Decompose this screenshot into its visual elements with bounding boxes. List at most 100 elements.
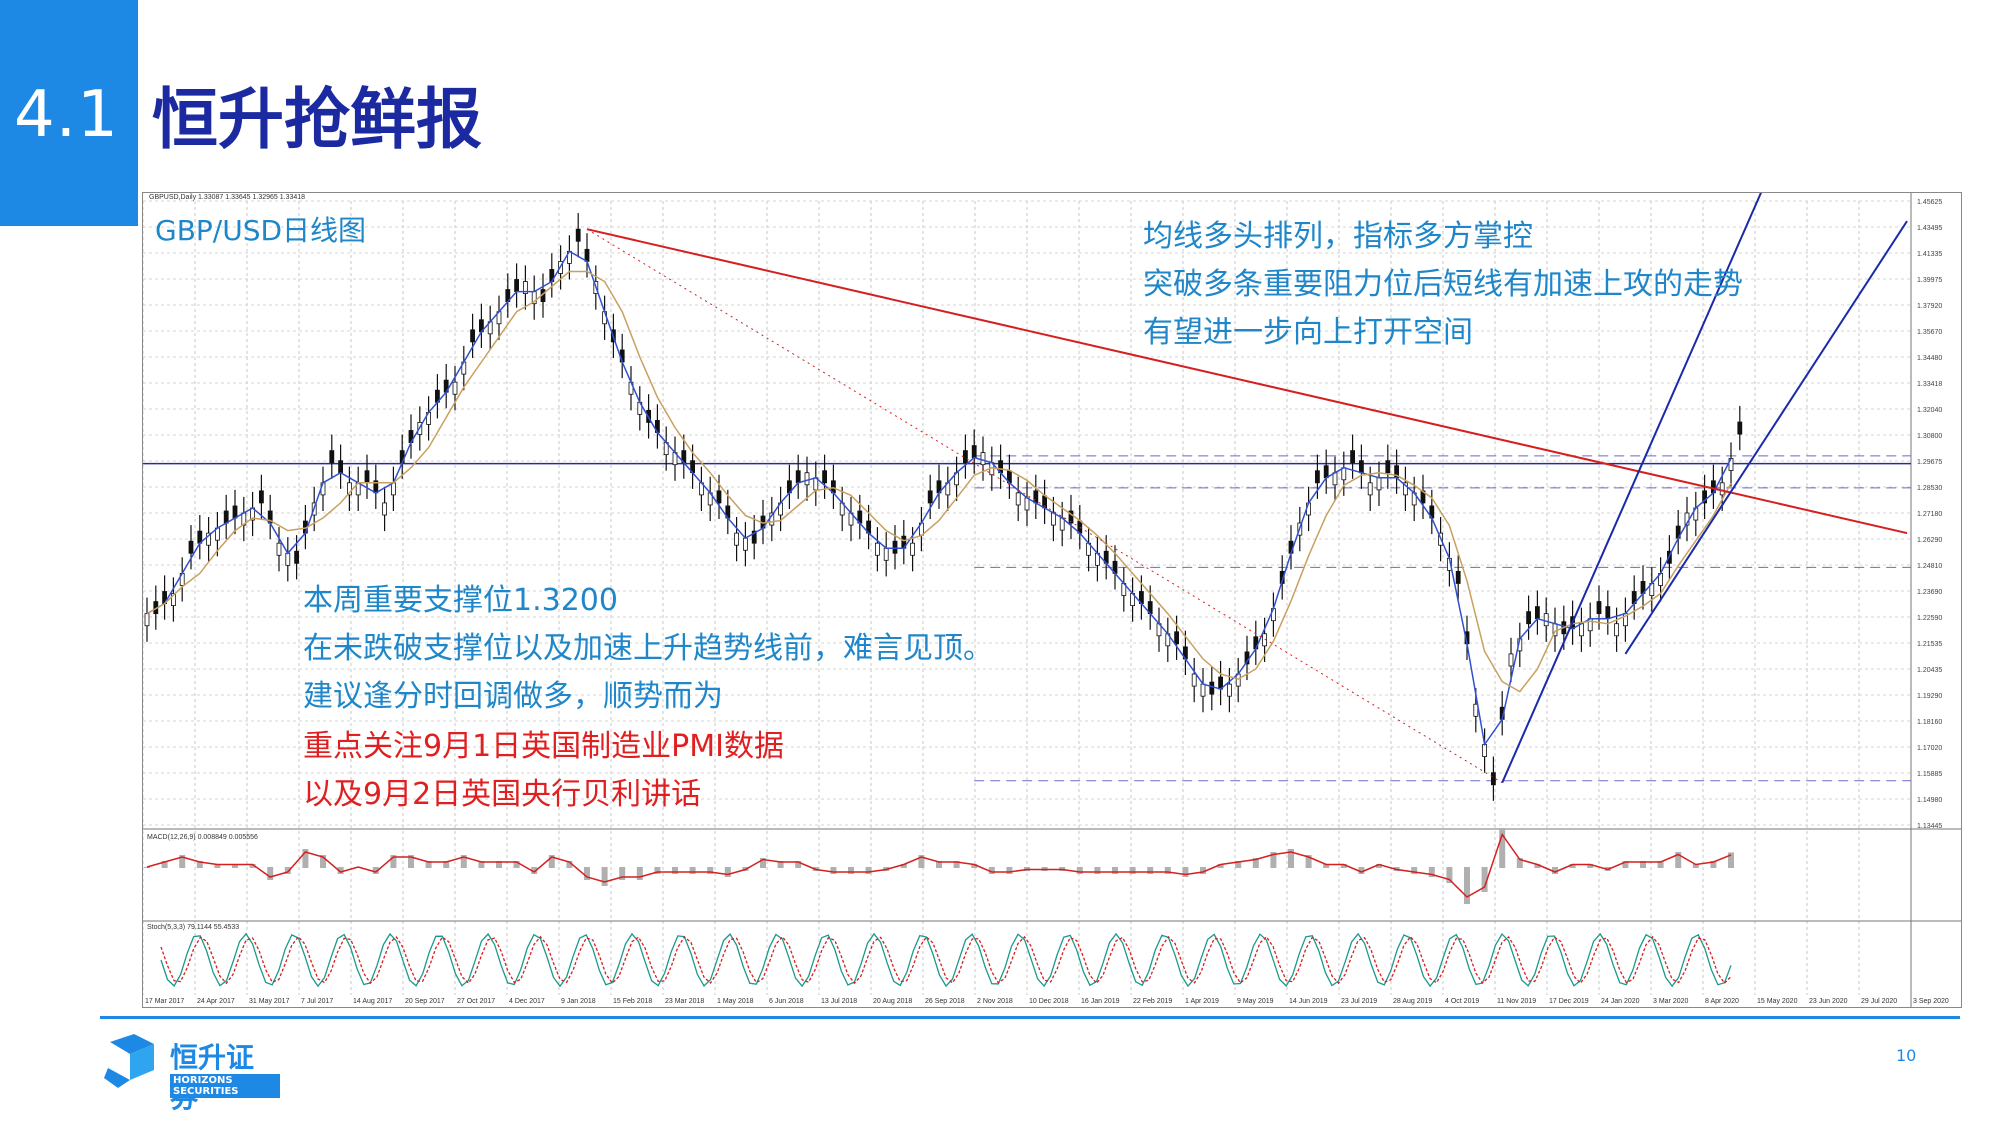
macd-histogram-bar bbox=[337, 867, 344, 874]
price-candle-body bbox=[971, 445, 977, 459]
logo-mark-icon bbox=[104, 1034, 154, 1088]
x-tick-label: 11 Nov 2019 bbox=[1497, 998, 1536, 1005]
price-candle-body bbox=[514, 279, 520, 292]
price-candle-body bbox=[1068, 510, 1074, 524]
price-candle-body bbox=[1728, 458, 1734, 471]
ma-slow-line bbox=[146, 270, 1732, 693]
macd-histogram-bar bbox=[1481, 867, 1488, 892]
macd-histogram-bar bbox=[1076, 867, 1083, 874]
macd-histogram-bar bbox=[1182, 867, 1189, 877]
macd-histogram-bar bbox=[760, 858, 766, 868]
macd-histogram-bar bbox=[179, 855, 186, 868]
price-candle-body bbox=[584, 248, 590, 262]
macd-histogram-bar bbox=[443, 861, 450, 868]
x-tick-label: 3 Mar 2020 bbox=[1653, 998, 1689, 1005]
page-number: 10 bbox=[1896, 1046, 1917, 1065]
price-candle-body bbox=[1482, 744, 1487, 757]
x-tick-label: 3 Sep 2020 bbox=[1913, 998, 1949, 1005]
x-tick-label: 1 May 2018 bbox=[717, 998, 754, 1005]
company-logo: 恒升证券 HORIZONS SECURITIES bbox=[100, 1030, 280, 1114]
macd-histogram-bar bbox=[232, 864, 238, 868]
annotation-focus-line-2: 以及9月2日英国央行贝利讲话 bbox=[303, 777, 702, 812]
x-tick-label: 17 Dec 2019 bbox=[1549, 998, 1589, 1005]
annotation-support-line-3: 建议逢分时回调做多，顺势而为 bbox=[303, 679, 723, 714]
price-candle-body bbox=[1526, 611, 1531, 625]
macd-histogram-bar bbox=[1217, 864, 1224, 868]
macd-histogram-bar bbox=[1622, 861, 1629, 868]
macd-histogram-bar bbox=[584, 867, 590, 880]
macd-histogram-bar bbox=[1411, 867, 1418, 874]
chart-panel: 1.45625 1.43495 1.41335 1.39975 1.37920 1.356… bbox=[142, 192, 1962, 1008]
price-candle-body bbox=[963, 450, 968, 464]
price-candle-body bbox=[980, 452, 986, 466]
price-candle-body bbox=[875, 542, 880, 556]
macd-histogram-bar bbox=[1376, 864, 1382, 868]
macd-histogram-bar bbox=[724, 867, 731, 877]
stoch-d-line bbox=[160, 935, 1732, 985]
y-tick-label: 1.39975 bbox=[1917, 277, 1942, 284]
price-candle-body bbox=[1403, 482, 1408, 496]
price-candle-body bbox=[452, 381, 458, 395]
macd-histogram-bar bbox=[900, 864, 907, 868]
x-tick-label: 4 Oct 2019 bbox=[1445, 998, 1479, 1005]
macd-histogram-bar bbox=[478, 861, 485, 868]
x-tick-label: 9 Jan 2018 bbox=[561, 998, 596, 1005]
x-tick-label: 23 Jul 2019 bbox=[1341, 998, 1377, 1005]
y-tick-label: 1.19290 bbox=[1917, 693, 1942, 700]
macd-histogram-bar bbox=[1252, 858, 1259, 868]
macd-histogram-bar bbox=[1534, 864, 1541, 868]
price-candle-body bbox=[346, 482, 352, 496]
x-tick-label: 4 Dec 2017 bbox=[509, 998, 545, 1005]
price-candle-body bbox=[1323, 465, 1329, 479]
footer-divider bbox=[100, 1016, 1960, 1019]
price-candle-body bbox=[883, 547, 889, 561]
macd-histogram-bar bbox=[513, 861, 520, 868]
price-candle-body bbox=[1191, 673, 1197, 687]
macd-histogram-bar bbox=[460, 855, 467, 868]
price-candle-body bbox=[1209, 681, 1215, 695]
price-candle-body bbox=[1385, 460, 1391, 474]
y-tick-label: 1.17020 bbox=[1917, 745, 1942, 752]
macd-histogram-bar bbox=[654, 867, 661, 874]
macd-histogram-bar bbox=[1235, 861, 1242, 868]
x-tick-label: 20 Aug 2018 bbox=[873, 998, 912, 1005]
x-tick-label: 17 Mar 2017 bbox=[145, 998, 184, 1005]
y-tick-label: 1.22590 bbox=[1917, 615, 1942, 622]
price-candle-body bbox=[390, 482, 396, 496]
price-candle-body bbox=[1262, 633, 1267, 647]
price-candle-body bbox=[734, 532, 739, 546]
trend-line-dotted bbox=[586, 228, 1503, 784]
macd-histogram-bar bbox=[1129, 867, 1136, 874]
macd-histogram-bar bbox=[267, 867, 274, 880]
price-candle-body bbox=[1315, 470, 1320, 484]
y-tick-label: 1.33418 bbox=[1917, 381, 1942, 388]
x-tick-label: 14 Aug 2017 bbox=[353, 998, 392, 1005]
macd-histogram-bar bbox=[865, 867, 872, 874]
price-candle-body bbox=[910, 542, 915, 556]
annotation-top-line-3: 有望进一步向上打开空间 bbox=[1143, 315, 1473, 350]
price-candle-body bbox=[1702, 490, 1707, 504]
price-candle-body bbox=[575, 228, 581, 242]
macd-histogram-bar bbox=[1164, 867, 1171, 874]
macd-histogram-bar bbox=[1270, 852, 1277, 868]
annotation-support-line-1: 本周重要支撑位1.3200 bbox=[303, 583, 618, 618]
y-tick-label: 1.26290 bbox=[1917, 537, 1942, 544]
price-candle-body bbox=[804, 472, 810, 486]
x-tick-label: 16 Jan 2019 bbox=[1081, 998, 1120, 1005]
price-candle-body bbox=[1024, 497, 1030, 511]
macd-histogram-bar bbox=[1006, 867, 1013, 874]
macd-histogram-bar bbox=[1305, 855, 1312, 868]
price-candle-body bbox=[329, 450, 335, 464]
price-candle-body bbox=[522, 281, 528, 294]
macd-histogram-bar bbox=[918, 855, 925, 868]
price-candle-body bbox=[1535, 606, 1540, 620]
price-candle-body bbox=[338, 460, 344, 474]
y-tick-label: 1.24810 bbox=[1917, 563, 1942, 570]
price-candle-body bbox=[1332, 472, 1338, 486]
y-tick-label: 1.37920 bbox=[1917, 303, 1942, 310]
macd-histogram-bar bbox=[566, 861, 573, 868]
macd-histogram-bar bbox=[408, 855, 414, 868]
x-tick-label: 8 Apr 2020 bbox=[1705, 998, 1739, 1005]
macd-histogram-bar bbox=[689, 867, 696, 874]
price-candle-body bbox=[1543, 613, 1549, 627]
